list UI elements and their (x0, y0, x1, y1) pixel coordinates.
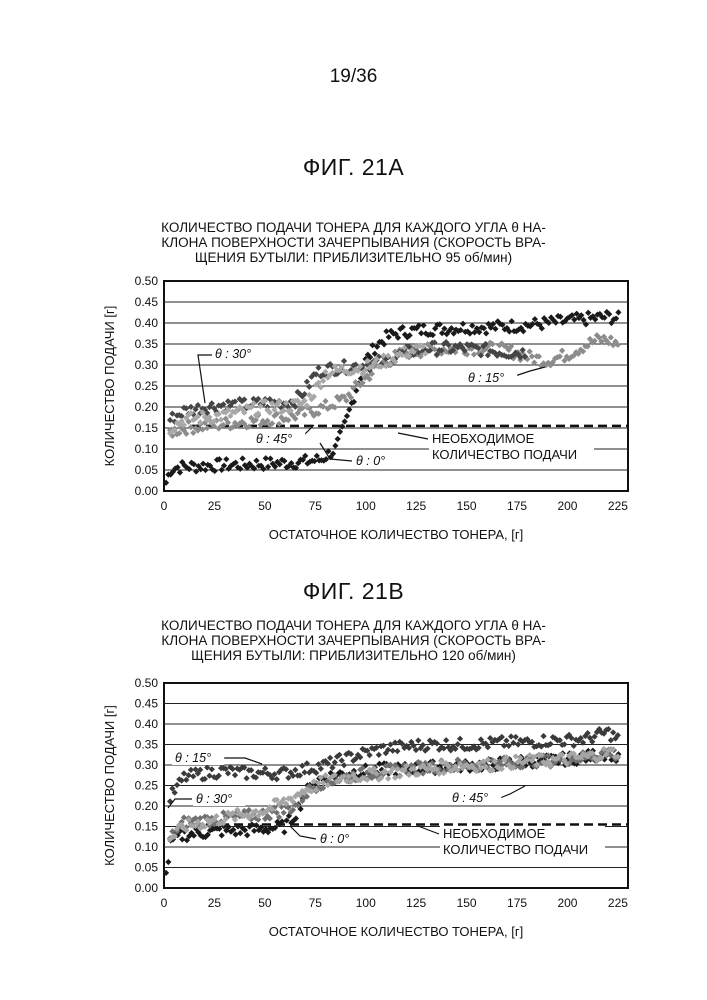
y-tick-label: 0.00 (135, 484, 159, 498)
y-tick-label: 0.25 (135, 379, 159, 393)
y-tick-label: 0.35 (135, 337, 159, 351)
chart-title-line: ЩЕНИЯ БУТЫЛИ: ПРИБЛИЗИТЕЛЬНО 95 об/мин) (0, 250, 707, 265)
y-axis-label: КОЛИЧЕСТВО ПОДАЧИ [г] (102, 705, 117, 866)
chart-title-line: КЛОНА ПОВЕРХНОСТИ ЗАЧЕРПЫВАНИЯ (СКОРОСТЬ… (0, 235, 707, 250)
series-annotation: θ : 15° (468, 371, 504, 385)
x-tick-label: 25 (208, 896, 222, 910)
y-tick-label: 0.15 (135, 820, 159, 834)
chart-title-line: КОЛИЧЕСТВО ПОДАЧИ ТОНЕРА ДЛЯ КАЖДОГО УГЛ… (0, 220, 707, 235)
x-tick-label: 150 (457, 499, 477, 513)
x-tick-label: 50 (258, 499, 272, 513)
y-tick-label: 0.00 (135, 881, 159, 895)
chart-title-line: КЛОНА ПОВЕРХНОСТИ ЗАЧЕРПЫВАНИЯ (СКОРОСТЬ… (0, 633, 707, 648)
y-tick-label: 0.30 (135, 358, 159, 372)
figure-label: ФИГ. 21В (0, 578, 707, 605)
y-tick-label: 0.10 (135, 442, 159, 456)
y-tick-label: 0.50 (135, 274, 159, 288)
series-annotation: θ : 0° (320, 832, 349, 846)
x-tick-label: 200 (557, 499, 577, 513)
x-tick-label: 100 (356, 896, 376, 910)
y-tick-label: 0.45 (135, 295, 159, 309)
y-tick-label: 0.15 (135, 421, 159, 435)
y-tick-label: 0.25 (135, 779, 159, 793)
series-annotation: θ : 45° (256, 432, 292, 446)
y-tick-label: 0.50 (135, 676, 159, 690)
x-tick-label: 175 (507, 499, 527, 513)
series-annotation: θ : 30° (196, 792, 232, 806)
chart-title: КОЛИЧЕСТВО ПОДАЧИ ТОНЕРА ДЛЯ КАЖДОГО УГЛ… (0, 618, 707, 663)
chart-title-line: ЩЕНИЯ БУТЫЛИ: ПРИБЛИЗИТЕЛЬНО 120 об/мин) (0, 648, 707, 663)
y-tick-label: 0.35 (135, 738, 159, 752)
figure-label: ФИГ. 21А (0, 154, 707, 181)
x-tick-label: 50 (258, 896, 272, 910)
required-label: НЕОБХОДИМОЕ (443, 826, 546, 841)
y-tick-label: 0.40 (135, 717, 159, 731)
chart-b: 0.00 0.05 0.10 0.15 0.20 0.25 0.30 0.35 0.40 0.45… (0, 666, 707, 956)
x-tick-label: 75 (309, 896, 323, 910)
series-annotation: θ : 45° (452, 791, 488, 805)
x-tick-label: 175 (507, 896, 527, 910)
x-tick-label: 25 (208, 499, 222, 513)
y-tick-label: 0.05 (135, 861, 159, 875)
y-tick-label: 0.45 (135, 697, 159, 711)
y-tick-label: 0.40 (135, 316, 159, 330)
x-axis-label: ОСТАТОЧНОЕ КОЛИЧЕСТВО ТОНЕРА, [г] (269, 527, 524, 542)
y-tick-label: 0.20 (135, 799, 159, 813)
y-tick-label: 0.30 (135, 758, 159, 772)
chart-title-line: КОЛИЧЕСТВО ПОДАЧИ ТОНЕРА ДЛЯ КАЖДОГО УГЛ… (0, 618, 707, 633)
x-tick-label: 200 (557, 896, 577, 910)
required-label: НЕОБХОДИМОЕ (432, 431, 535, 446)
x-tick-label: 125 (406, 896, 426, 910)
x-tick-label: 0 (161, 896, 168, 910)
y-tick-label: 0.10 (135, 840, 159, 854)
required-label: КОЛИЧЕСТВО ПОДАЧИ (443, 842, 588, 857)
series-annotation: θ : 30° (215, 347, 251, 361)
y-tick-label: 0.20 (135, 400, 159, 414)
chart-a: 0.00 0.05 0.10 0.15 0.20 0.25 0.30 0.35 0.40 0.45… (0, 265, 707, 555)
x-tick-label: 0 (161, 499, 168, 513)
x-tick-label: 150 (457, 896, 477, 910)
x-tick-label: 225 (608, 499, 628, 513)
required-label: КОЛИЧЕСТВО ПОДАЧИ (432, 447, 577, 462)
chart-title: КОЛИЧЕСТВО ПОДАЧИ ТОНЕРА ДЛЯ КАЖДОГО УГЛ… (0, 220, 707, 265)
x-tick-label: 100 (356, 499, 376, 513)
y-axis-label: КОЛИЧЕСТВО ПОДАЧИ [г] (102, 306, 117, 467)
x-tick-label: 225 (608, 896, 628, 910)
x-tick-label: 125 (406, 499, 426, 513)
x-tick-label: 75 (309, 499, 323, 513)
series-annotation: θ : 15° (175, 751, 211, 765)
x-axis-label: ОСТАТОЧНОЕ КОЛИЧЕСТВО ТОНЕРА, [г] (269, 924, 524, 939)
series-annotation: θ : 0° (356, 454, 385, 468)
y-tick-label: 0.05 (135, 463, 159, 477)
page-number: 19/36 (0, 66, 707, 88)
